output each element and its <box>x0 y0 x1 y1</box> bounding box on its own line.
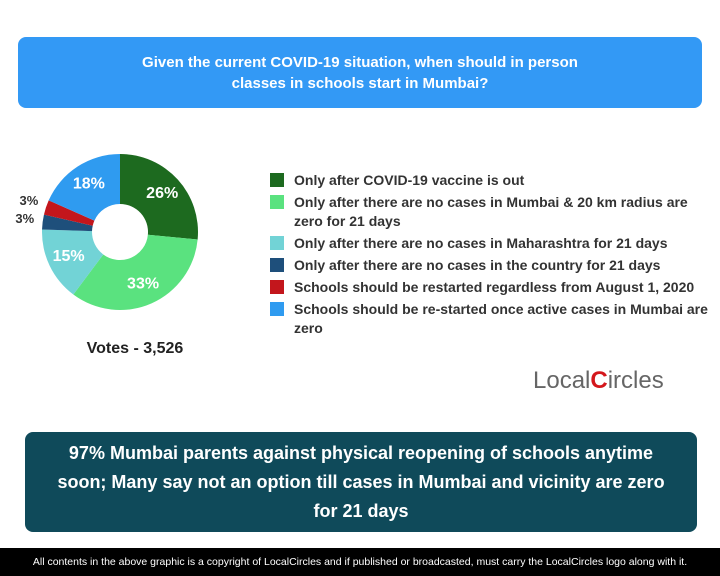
data-label: 3% <box>19 193 38 208</box>
pie-slice <box>41 229 104 295</box>
legend-swatch <box>270 302 284 316</box>
legend-item: Schools should be restarted regardless f… <box>270 278 710 297</box>
legend-item: Only after there are no cases in Maharas… <box>270 234 710 253</box>
data-label: 33% <box>127 275 159 292</box>
legend-swatch <box>270 173 284 187</box>
data-label: 18% <box>73 175 105 192</box>
legend-label: Schools should be re-started once active… <box>294 301 708 336</box>
votes-label: Votes - 3,526 <box>86 340 184 357</box>
logo: LocalCircles <box>533 367 664 395</box>
footer: All contents in the above graphic is a c… <box>0 548 720 576</box>
chart-title: Given the current COVID-19 situation, wh… <box>18 37 702 108</box>
legend-label: Only after there are no cases in Maharas… <box>294 235 668 251</box>
pie-slice <box>43 200 95 226</box>
legend-item: Schools should be re-started once active… <box>270 300 710 338</box>
legend-label: Only after COVID-19 vaccine is out <box>294 172 525 188</box>
legend-label: Schools should be restarted regardless f… <box>294 279 695 295</box>
logo-text: Local <box>533 367 591 394</box>
legend-swatch <box>270 236 284 250</box>
legend-swatch <box>270 280 284 294</box>
logo-text: ircles <box>607 367 664 394</box>
pie-slice <box>73 234 198 310</box>
logo-mark: C <box>590 367 608 394</box>
data-label: 26% <box>146 185 178 202</box>
data-label: 3% <box>15 211 34 226</box>
chart: 26% 33% 15% 3% 3% 18% <box>15 154 198 310</box>
data-label: 15% <box>53 248 85 265</box>
legend-label: Only after there are no cases in Mumbai … <box>294 194 688 229</box>
pie-slice <box>42 214 93 232</box>
legend: Only after COVID-19 vaccine is out Only a… <box>270 171 710 341</box>
legend-swatch <box>270 195 284 209</box>
legend-item: Only after there are no cases in the cou… <box>270 256 710 275</box>
legend-label: Only after there are no cases in the cou… <box>294 257 661 273</box>
pie-slice <box>120 154 198 240</box>
legend-item: Only after COVID-19 vaccine is out <box>270 171 710 190</box>
legend-item: Only after there are no cases in Mumbai … <box>270 193 710 231</box>
legend-swatch <box>270 258 284 272</box>
headline: 97% Mumbai parents against physical reop… <box>25 432 697 532</box>
pie-slice <box>48 154 121 221</box>
